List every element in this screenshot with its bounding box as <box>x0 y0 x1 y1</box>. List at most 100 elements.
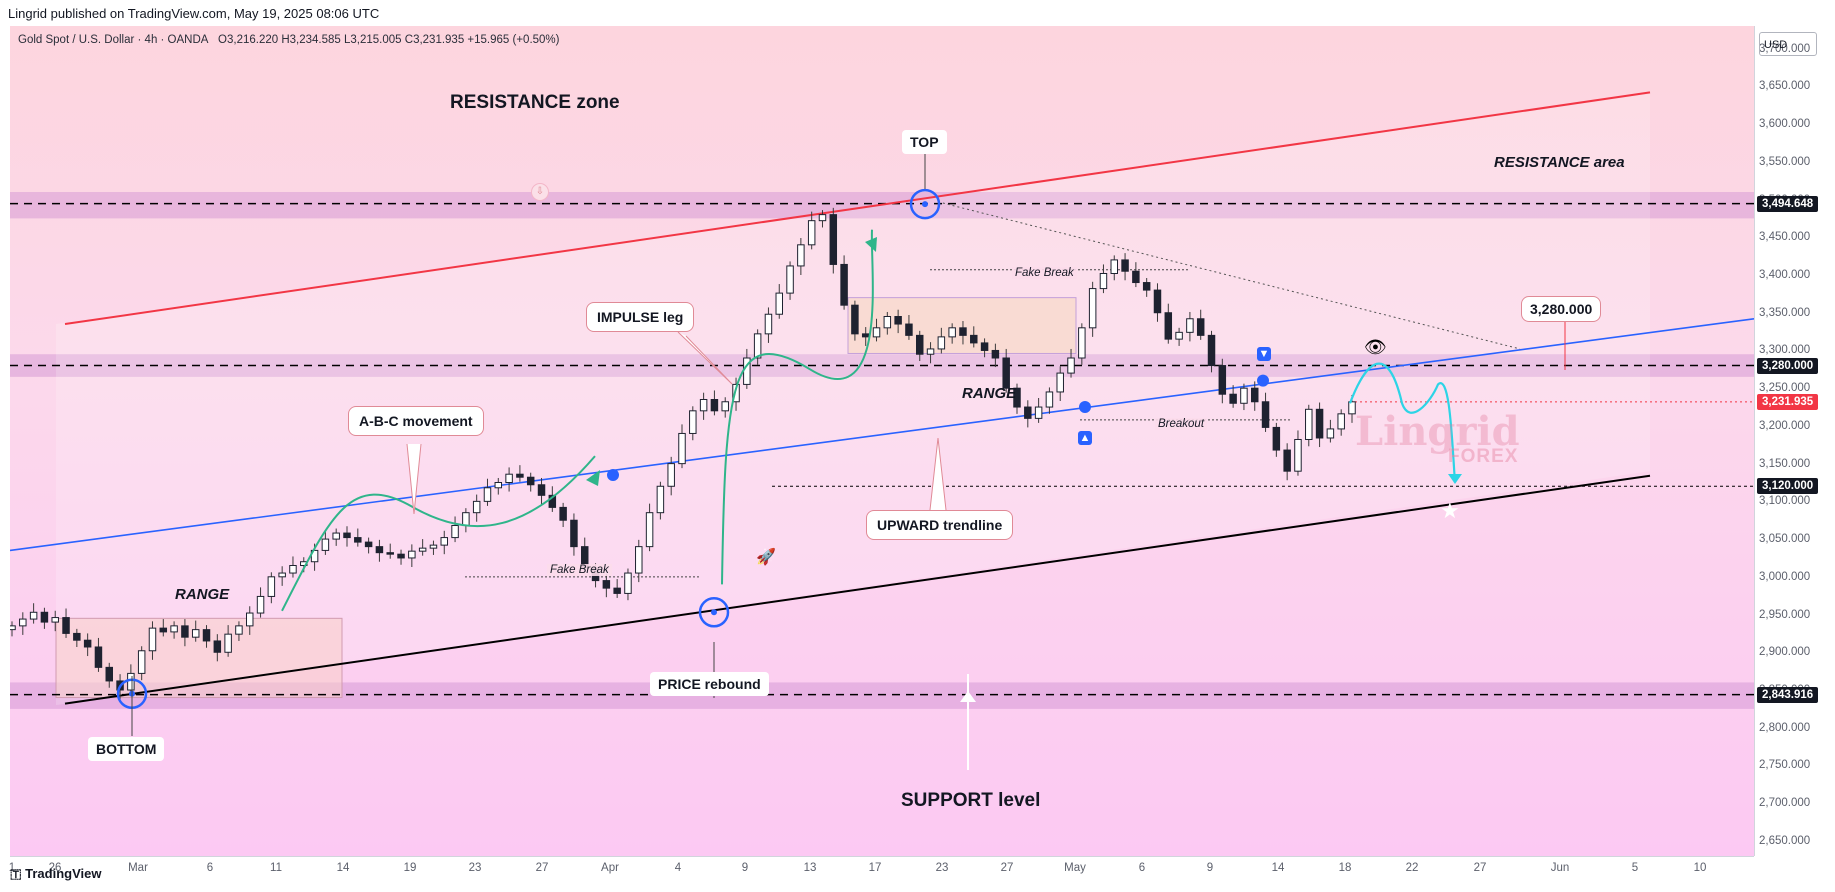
candle <box>1034 397 1043 423</box>
price-tick: 2,950.000 <box>1759 608 1811 621</box>
price-axis[interactable]: 3,700.0003,650.0003,600.0003,550.0003,50… <box>1754 26 1829 856</box>
publish-info: Lingrid published on TradingView.com, Ma… <box>8 6 380 21</box>
candle <box>905 314 913 340</box>
candle <box>429 540 438 555</box>
candle <box>959 321 967 345</box>
channel-fill <box>56 93 1650 706</box>
upward-trendline <box>10 317 1754 552</box>
candle <box>635 539 643 583</box>
touch-dot-0 <box>607 468 619 481</box>
candle <box>710 390 719 416</box>
tradingview-logo[interactable]: 🇹 TradingView <box>10 866 101 882</box>
tradingview-logo-text: TradingView <box>25 866 102 881</box>
projection-path <box>1348 362 1457 483</box>
candle <box>829 207 838 274</box>
time-tick: 4 <box>674 862 682 874</box>
scroll-down-icon[interactable]: ⇩ <box>531 183 549 201</box>
price-level-tag: 3,120.000 <box>1757 478 1819 495</box>
projection-arrowhead <box>1448 474 1462 484</box>
candle <box>418 539 427 556</box>
candle <box>354 528 362 547</box>
candle <box>807 211 816 250</box>
time-tick: 17 <box>868 862 882 874</box>
candle <box>613 579 621 598</box>
candle <box>818 210 827 228</box>
candle <box>1153 283 1162 322</box>
candle <box>1024 400 1032 428</box>
candle <box>516 465 524 482</box>
time-tick: 18 <box>1338 862 1352 874</box>
lingrid-watermark: Lingrid <box>1355 408 1520 455</box>
candle <box>386 543 394 559</box>
time-tick: 1 <box>8 862 16 874</box>
impulse-arrowhead <box>865 237 877 252</box>
upward-trendline-callout: UPWARD trendline <box>866 510 1014 540</box>
price-tick: 3,450.000 <box>1759 231 1811 244</box>
candle <box>1207 330 1216 373</box>
candle <box>559 502 567 528</box>
time-tick: 13 <box>803 862 817 874</box>
candle <box>645 503 654 552</box>
price-tick: 3,600.000 <box>1759 118 1811 131</box>
candle <box>624 568 632 601</box>
candle <box>256 587 265 618</box>
forex-watermark: FOREX <box>1448 446 1519 467</box>
star-icon: ★ <box>1440 498 1460 523</box>
candle <box>105 662 113 688</box>
currency-selector[interactable]: USD <box>1759 32 1817 56</box>
chart-area[interactable] <box>10 26 1754 856</box>
price-tick: 2,650.000 <box>1759 834 1811 847</box>
candle <box>213 634 222 662</box>
candle <box>1175 327 1183 346</box>
price-tick: 3,650.000 <box>1759 80 1811 93</box>
candle <box>148 621 157 660</box>
candle <box>1121 253 1129 281</box>
symbol-info[interactable]: Gold Spot / U.S. Dollar · 4h · OANDA O3,… <box>18 34 560 46</box>
candle <box>397 549 405 565</box>
candle <box>1326 419 1335 443</box>
candle <box>656 481 665 520</box>
resistance-trendline <box>64 91 1651 326</box>
candle <box>1099 264 1108 294</box>
price-level-tag: 2,843.916 <box>1757 686 1819 703</box>
time-tick: 9 <box>741 862 749 874</box>
candle <box>235 621 243 641</box>
breakout-label: Breakout <box>1155 418 1208 430</box>
candle <box>170 621 178 639</box>
candle <box>678 424 686 469</box>
candle <box>1002 348 1010 393</box>
pivot-circle-1 <box>698 597 730 628</box>
candle <box>570 513 578 556</box>
candle <box>472 494 481 522</box>
symbol-name[interactable]: Gold Spot / U.S. Dollar · 4h · OANDA <box>18 34 209 46</box>
price-chart[interactable] <box>10 26 1754 856</box>
candle <box>602 573 611 598</box>
abc-movement-callout: A-B-C movement <box>348 406 484 436</box>
price-tick: 3,300.000 <box>1759 344 1811 357</box>
price-tick: 3,000.000 <box>1759 570 1811 583</box>
candle <box>19 612 27 635</box>
candle <box>375 539 384 562</box>
impulse-curve <box>721 229 874 585</box>
price-tick: 3,550.000 <box>1759 155 1811 168</box>
candle <box>408 544 416 568</box>
candle <box>483 478 492 506</box>
candle <box>1067 348 1075 378</box>
time-tick: Mar <box>128 862 148 874</box>
candle <box>1337 409 1345 436</box>
candle <box>753 329 762 365</box>
candle <box>1078 323 1086 365</box>
candle <box>689 406 697 441</box>
time-tick: 22 <box>1405 862 1419 874</box>
time-tick: 27 <box>1473 862 1487 874</box>
candle <box>916 330 924 362</box>
trendline-callout-pointer <box>929 437 947 511</box>
abc-curve <box>281 455 596 612</box>
support-level-label: SUPPORT level <box>901 790 1041 811</box>
rocket-icon: 🚀 <box>756 549 776 566</box>
candle <box>1272 422 1281 457</box>
time-axis[interactable]: 1 26 Mar 6 11 14 19 23 27 Apr 4 9 13 17 23 27 May 6 9 14 18 2… <box>8 856 1754 879</box>
candle <box>937 327 946 354</box>
candle <box>840 255 848 310</box>
resistance-zone-label: RESISTANCE zone <box>450 92 620 113</box>
